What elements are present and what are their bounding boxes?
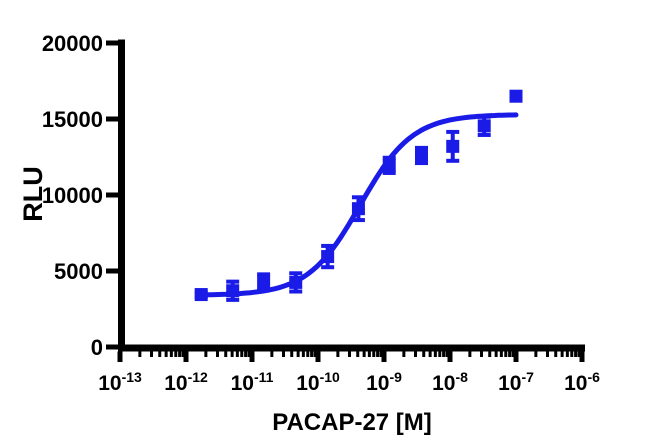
data-point-marker — [477, 119, 491, 133]
y-tick-label: 5000 — [54, 259, 103, 284]
axis-ticks — [106, 40, 585, 362]
data-point-marker — [194, 288, 208, 302]
y-axis-title: RLU — [18, 166, 48, 222]
error-bars — [194, 91, 523, 302]
data-point-marker — [415, 148, 429, 162]
data-point-marker — [321, 250, 335, 264]
x-tick-label: 10-12 — [164, 369, 208, 395]
x-tick-label: 10-7 — [498, 369, 534, 395]
x-tick-label: 10-10 — [296, 369, 340, 395]
data-point-marker — [289, 275, 303, 289]
x-tick-label: 10-6 — [564, 369, 600, 395]
axes — [118, 39, 585, 352]
y-tick-label: 15000 — [42, 107, 103, 132]
data-point-marker — [226, 284, 240, 298]
data-point-marker — [509, 89, 523, 103]
y-tick-label: 10000 — [42, 183, 103, 208]
data-point-marker — [446, 139, 460, 153]
data-point-marker — [382, 158, 396, 172]
data-point-marker — [351, 202, 365, 216]
data-points — [194, 89, 523, 302]
data-point-marker — [257, 275, 271, 289]
x-tick-label: 10-8 — [432, 369, 468, 395]
x-tick-label: 10-9 — [366, 369, 402, 395]
x-tick-label: 10-13 — [98, 369, 142, 395]
x-axis-title: PACAP-27 [M] — [272, 409, 432, 436]
y-tick-label: 20000 — [42, 31, 103, 56]
data-series — [194, 89, 523, 302]
y-tick-label: 0 — [91, 335, 103, 360]
x-tick-label: 10-11 — [231, 369, 274, 395]
axis-tick-labels: 0 5000 10000 15000 20000 10-13 10-12 10-11 10-10… — [42, 31, 600, 395]
